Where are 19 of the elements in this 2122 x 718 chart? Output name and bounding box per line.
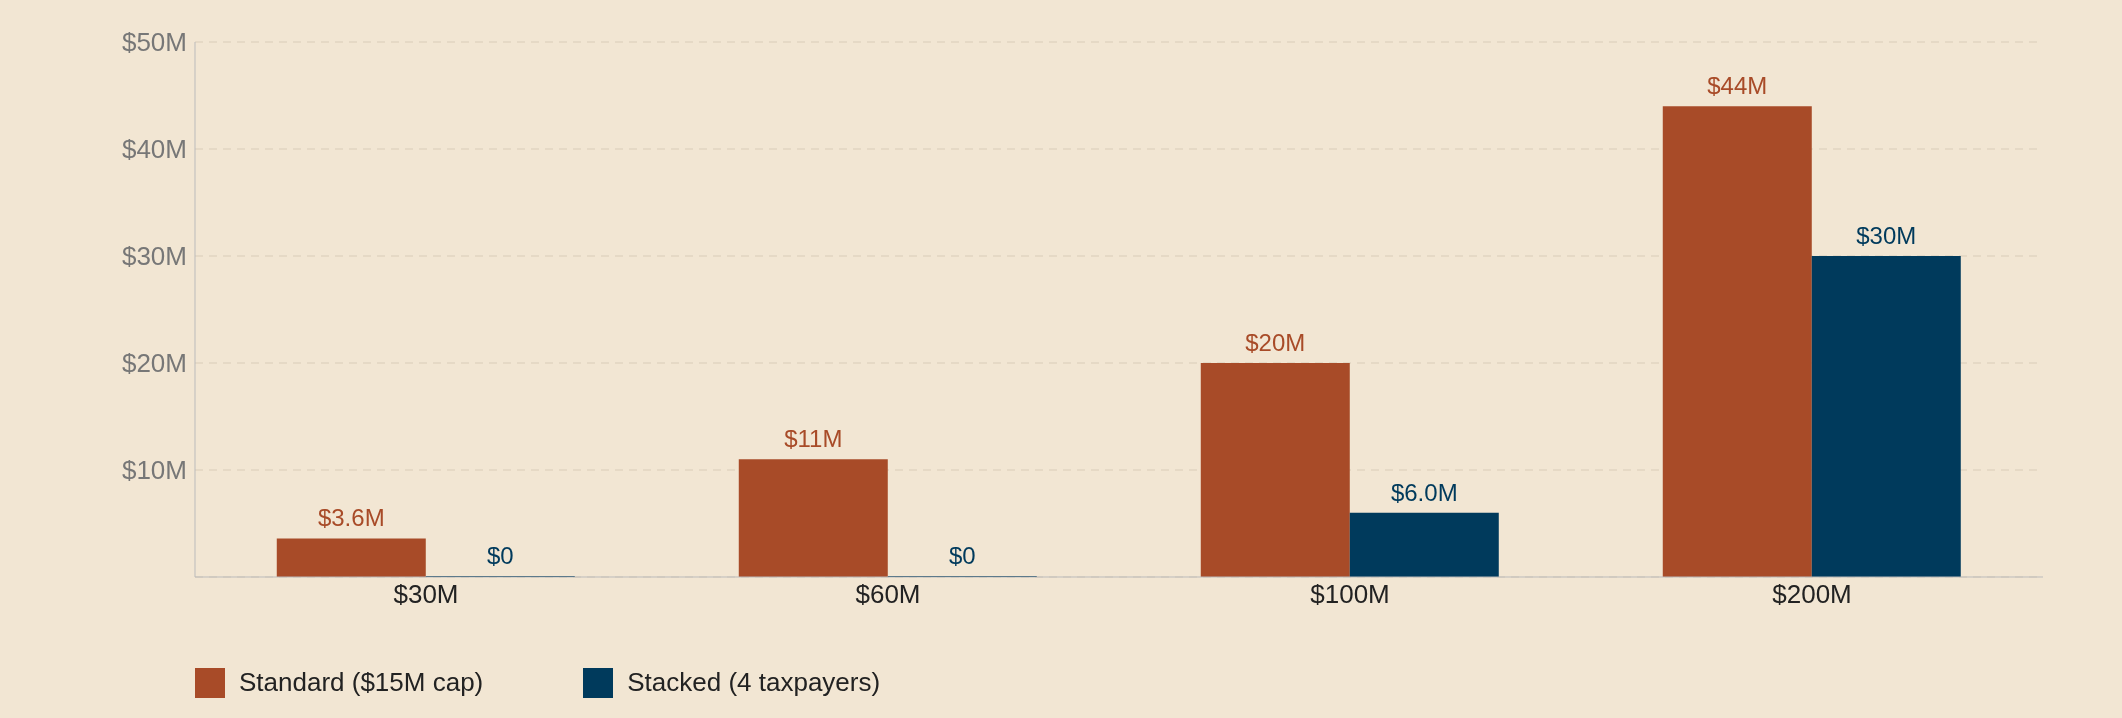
y-tick-label: $20M — [121, 348, 187, 379]
data-label: $44M — [1707, 72, 1768, 100]
legend-label: Stacked (4 taxpayers) — [627, 667, 881, 698]
y-tick-label: $40M — [121, 134, 187, 165]
data-label: $0 — [486, 542, 514, 569]
y-tick-label: $30M — [121, 241, 187, 272]
x-tick-label: $60M — [855, 579, 921, 610]
data-label: $30M — [1856, 222, 1917, 249]
y-tick-label: $10M — [121, 455, 187, 486]
data-label: $0 — [948, 542, 976, 569]
x-tick-label: $30M — [393, 579, 459, 610]
x-tick-label: $200M — [1772, 579, 1852, 610]
x-tick-label: $100M — [1310, 579, 1390, 610]
legend-label: Standard ($15M cap) — [239, 667, 484, 698]
data-label: $20M — [1245, 329, 1306, 356]
data-label: $3.6M — [317, 504, 385, 532]
y-tick-label: $50M — [121, 27, 187, 58]
data-label: $11M — [784, 425, 843, 453]
data-label: $6.0M — [1390, 478, 1458, 506]
